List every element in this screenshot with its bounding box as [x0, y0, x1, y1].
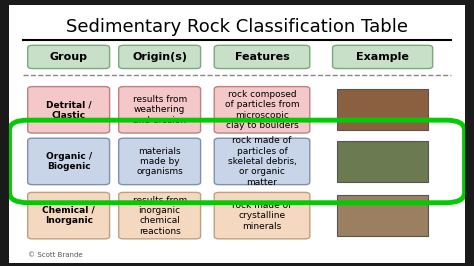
- FancyBboxPatch shape: [214, 192, 310, 239]
- FancyBboxPatch shape: [337, 195, 428, 236]
- Text: results from
weathering
and erosion: results from weathering and erosion: [133, 95, 187, 125]
- FancyBboxPatch shape: [27, 45, 109, 69]
- FancyBboxPatch shape: [27, 192, 109, 239]
- Text: results from
inorganic
chemical
reactions: results from inorganic chemical reaction…: [133, 196, 187, 236]
- FancyBboxPatch shape: [337, 89, 428, 130]
- Text: rock made of
crystalline
minerals: rock made of crystalline minerals: [232, 201, 292, 231]
- FancyBboxPatch shape: [214, 45, 310, 69]
- FancyBboxPatch shape: [214, 138, 310, 185]
- FancyBboxPatch shape: [118, 87, 201, 133]
- Text: Example: Example: [356, 52, 409, 62]
- Text: Group: Group: [50, 52, 88, 62]
- Text: © Scott Brande: © Scott Brande: [27, 252, 82, 258]
- FancyBboxPatch shape: [118, 45, 201, 69]
- FancyBboxPatch shape: [118, 138, 201, 185]
- Text: Organic /
Biogenic: Organic / Biogenic: [46, 152, 91, 171]
- Text: rock composed
of particles from
microscopic
clay to boulders: rock composed of particles from microsco…: [225, 90, 300, 130]
- Text: Sedimentary Rock Classification Table: Sedimentary Rock Classification Table: [66, 18, 408, 36]
- Text: rock made of
particles of
skeletal debris,
or organic
matter: rock made of particles of skeletal debri…: [228, 136, 296, 187]
- FancyBboxPatch shape: [27, 138, 109, 185]
- Text: Origin(s): Origin(s): [132, 52, 187, 62]
- Text: Detrital /
Clastic: Detrital / Clastic: [46, 100, 91, 119]
- FancyBboxPatch shape: [27, 87, 109, 133]
- Text: materials
made by
organisms: materials made by organisms: [136, 147, 183, 176]
- FancyBboxPatch shape: [214, 87, 310, 133]
- Text: Chemical /
Inorganic: Chemical / Inorganic: [42, 206, 95, 225]
- Text: Features: Features: [235, 52, 290, 62]
- FancyBboxPatch shape: [333, 45, 433, 69]
- FancyBboxPatch shape: [118, 192, 201, 239]
- FancyBboxPatch shape: [337, 141, 428, 182]
